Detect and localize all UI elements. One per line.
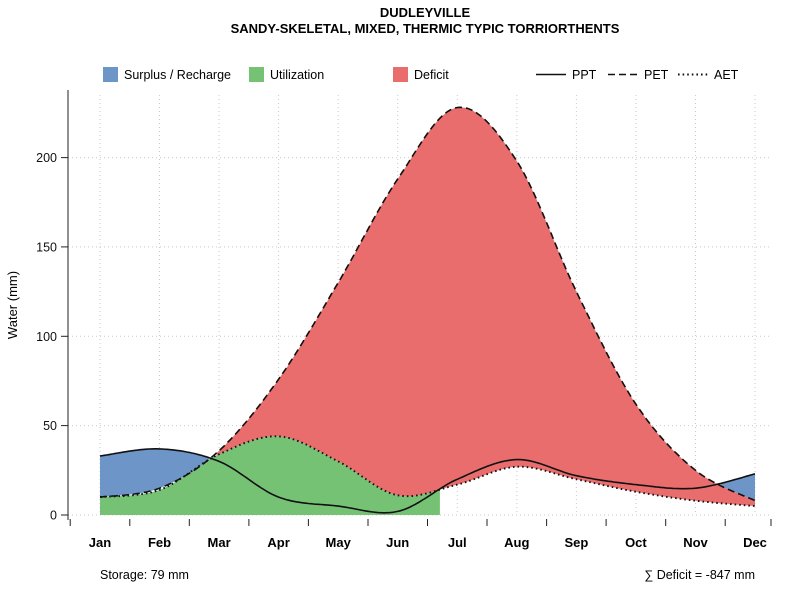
deficit-swatch [393,67,408,82]
utilization-swatch [249,67,264,82]
x-month-label: Aug [504,535,529,550]
pet-line [99,106,756,502]
x-month-label: Nov [683,535,708,550]
x-month-label: Jul [448,535,467,550]
y-tick-label: 50 [43,419,57,433]
y-tick-label: 150 [36,240,57,254]
ppt-line [99,448,756,514]
y-axis-title: Water (mm) [5,271,20,339]
surplus-area [720,473,755,501]
chart-subtitle: SANDY-SKELETAL, MIXED, THERMIC TYPIC TOR… [231,21,620,36]
deficit-legend-label: Deficit [414,68,449,82]
utilization-area [100,436,440,515]
x-month-label: May [326,535,352,550]
pet-legend-label: PET [644,68,669,82]
deficit-sum-annotation: ∑ Deficit = -847 mm [644,568,755,582]
x-month-label: Mar [208,535,231,550]
chart-title: DUDLEYVILLE [380,5,471,20]
deficit-area [216,107,756,507]
x-month-label: Dec [743,535,767,550]
ppt-legend-label: PPT [572,68,597,82]
y-tick-label: 200 [36,151,57,165]
x-month-label: Jan [89,535,111,550]
x-month-label: Feb [148,535,171,550]
x-month-label: Jun [386,535,409,550]
surplus-legend-label: Surplus / Recharge [124,68,231,82]
surplus-area [100,448,210,498]
aet-legend-label: AET [714,68,739,82]
x-month-label: Oct [625,535,647,550]
utilization-legend-label: Utilization [270,68,324,82]
x-month-label: Sep [564,535,588,550]
y-tick-label: 100 [36,330,57,344]
x-month-label: Apr [267,535,289,550]
legend: Surplus / Recharge Utilization Deficit P… [103,67,739,82]
plot-area: 0 50 100 150 200 Jan Feb Mar Apr May Jun Jul Aug Sep O… [36,90,772,550]
y-tick-label: 0 [50,509,57,523]
surplus-swatch [103,67,118,82]
storage-annotation: Storage: 79 mm [100,568,189,582]
